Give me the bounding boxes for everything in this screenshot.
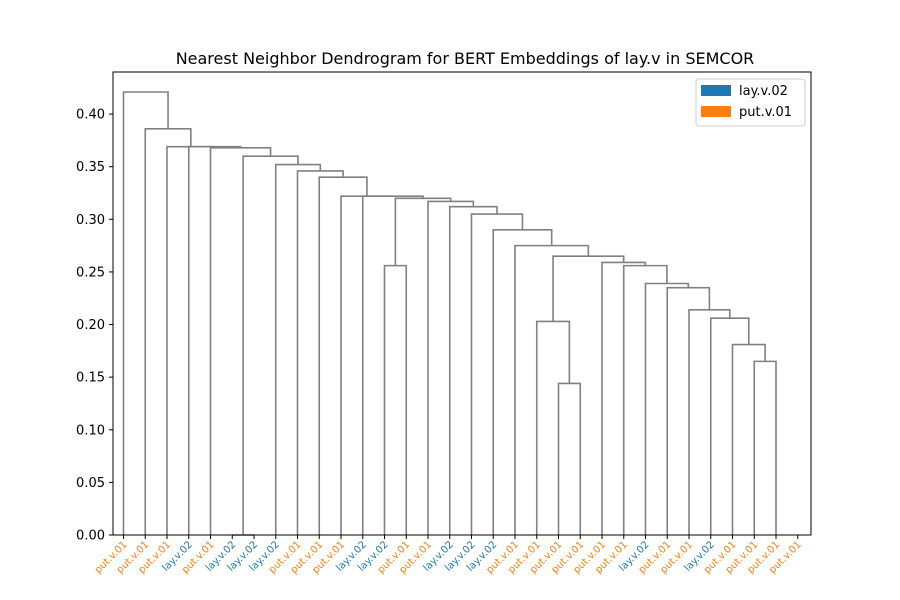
dendrogram-link xyxy=(535,320,571,535)
dendrogram-link xyxy=(557,382,582,535)
legend: lay.v.02 put.v.01 xyxy=(695,78,806,127)
y-tick-label: 0.05 xyxy=(76,476,105,491)
dendrogram-link xyxy=(209,146,272,535)
dendrogram-link xyxy=(296,170,344,535)
legend-swatch-put-v-01 xyxy=(701,106,731,117)
dendrogram-link xyxy=(383,264,408,535)
dendrogram-link xyxy=(470,213,524,535)
y-axis-ticks: 0.00 0.05 0.10 0.15 0.20 0.25 0.30 0.35 0.40 xyxy=(76,108,113,544)
y-tick-label: 0.25 xyxy=(76,265,105,280)
dendrogram-link xyxy=(361,195,424,535)
dendrogram-link xyxy=(552,255,625,322)
y-tick-label: 0.40 xyxy=(76,108,105,123)
dendrogram-link xyxy=(688,309,731,535)
dendrogram-link xyxy=(492,229,553,535)
y-tick-label: 0.00 xyxy=(76,529,105,544)
legend-label-lay-v-02: lay.v.02 xyxy=(739,84,788,99)
dendrogram-link xyxy=(187,145,242,535)
x-axis-leaf-labels: put.v.01put.v.01put.v.01lay.v.02put.v.01… xyxy=(93,535,804,576)
dendrogram-link xyxy=(753,360,777,535)
dendrogram-link xyxy=(122,91,169,535)
legend-label-put-v-01: put.v.01 xyxy=(739,105,792,120)
plot-frame xyxy=(112,71,812,536)
dendrogram-link xyxy=(644,282,690,535)
dendrogram-link xyxy=(709,317,750,535)
axes xyxy=(112,71,812,536)
legend-swatch-lay-v-02 xyxy=(701,85,731,96)
dendrogram-link xyxy=(242,155,299,535)
y-tick-label: 0.15 xyxy=(76,371,105,386)
y-tick-label: 0.35 xyxy=(76,160,105,175)
dendrogram-link xyxy=(666,286,711,535)
dendrogram-links xyxy=(122,91,777,536)
dendrogram-link xyxy=(448,205,498,535)
dendrogram-link xyxy=(427,200,475,535)
dendrogram-link xyxy=(731,343,766,535)
y-tick-label: 0.30 xyxy=(76,213,105,228)
y-tick-label: 0.20 xyxy=(76,318,105,333)
dendrogram-link xyxy=(340,195,393,535)
y-tick-label: 0.10 xyxy=(76,423,105,438)
dendrogram-link xyxy=(144,128,192,535)
chart-title: Nearest Neighbor Dendrogram for BERT Emb… xyxy=(176,49,755,68)
dendrogram-link xyxy=(166,145,215,535)
dendrogram-link xyxy=(318,176,368,535)
dendrogram-link xyxy=(394,197,452,266)
dendrogram-link xyxy=(514,244,590,535)
